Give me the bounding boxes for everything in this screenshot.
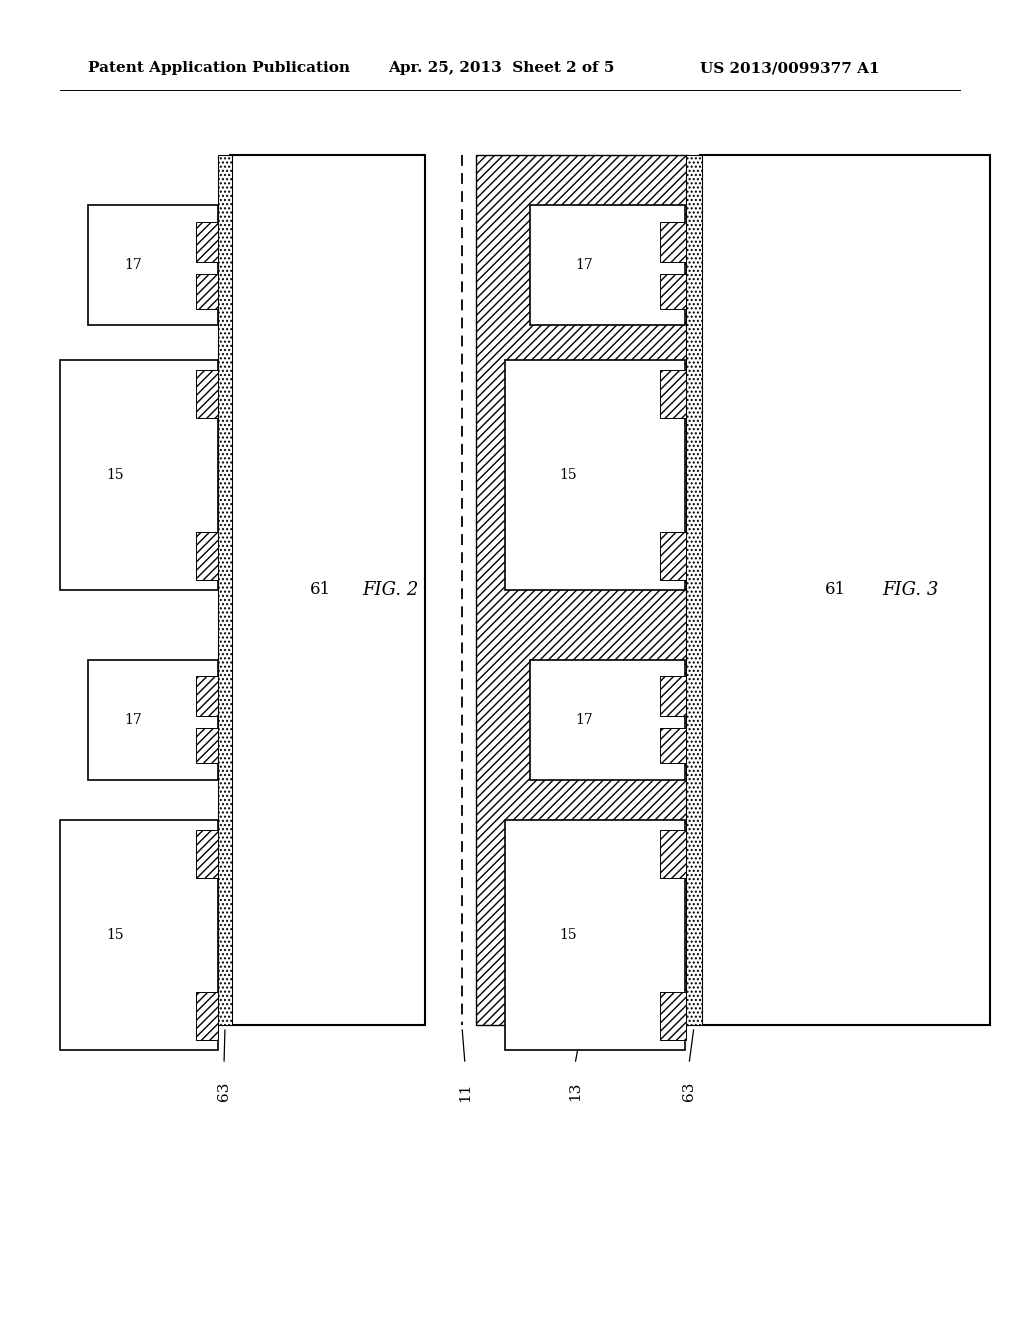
- Bar: [660, 275, 686, 309]
- Bar: [660, 729, 686, 763]
- Bar: [660, 532, 686, 579]
- Text: 17: 17: [575, 713, 593, 727]
- Text: Patent Application Publication: Patent Application Publication: [88, 61, 350, 75]
- Bar: [60, 360, 218, 590]
- Bar: [686, 154, 702, 1026]
- Bar: [88, 205, 218, 325]
- Text: 61: 61: [824, 582, 846, 598]
- Bar: [505, 360, 685, 590]
- Bar: [196, 676, 218, 715]
- Text: 13: 13: [568, 1082, 582, 1101]
- Text: 11: 11: [458, 1082, 472, 1101]
- Bar: [218, 154, 232, 1026]
- Bar: [700, 154, 990, 1026]
- Text: FIG. 2: FIG. 2: [361, 581, 418, 599]
- Text: 15: 15: [559, 469, 577, 482]
- Bar: [505, 820, 685, 1049]
- Bar: [196, 729, 218, 763]
- Text: 15: 15: [106, 928, 124, 942]
- Bar: [476, 154, 688, 1026]
- Text: 15: 15: [106, 469, 124, 482]
- Bar: [196, 532, 218, 579]
- Bar: [660, 370, 686, 418]
- Bar: [660, 222, 686, 261]
- Text: 17: 17: [575, 257, 593, 272]
- Bar: [660, 830, 686, 878]
- Bar: [530, 205, 685, 325]
- Bar: [530, 660, 685, 780]
- Text: 17: 17: [125, 713, 142, 727]
- Text: 63: 63: [682, 1082, 696, 1101]
- Bar: [196, 830, 218, 878]
- Bar: [88, 660, 218, 780]
- Text: 63: 63: [217, 1082, 231, 1101]
- Text: 15: 15: [559, 928, 577, 942]
- Bar: [60, 820, 218, 1049]
- Text: 17: 17: [125, 257, 142, 272]
- Bar: [196, 370, 218, 418]
- Bar: [660, 993, 686, 1040]
- Bar: [660, 676, 686, 715]
- Bar: [230, 154, 425, 1026]
- Bar: [196, 275, 218, 309]
- Bar: [196, 993, 218, 1040]
- Text: 61: 61: [309, 582, 331, 598]
- Text: US 2013/0099377 A1: US 2013/0099377 A1: [700, 61, 880, 75]
- Bar: [196, 222, 218, 261]
- Text: FIG. 3: FIG. 3: [882, 581, 938, 599]
- Text: Apr. 25, 2013  Sheet 2 of 5: Apr. 25, 2013 Sheet 2 of 5: [388, 61, 614, 75]
